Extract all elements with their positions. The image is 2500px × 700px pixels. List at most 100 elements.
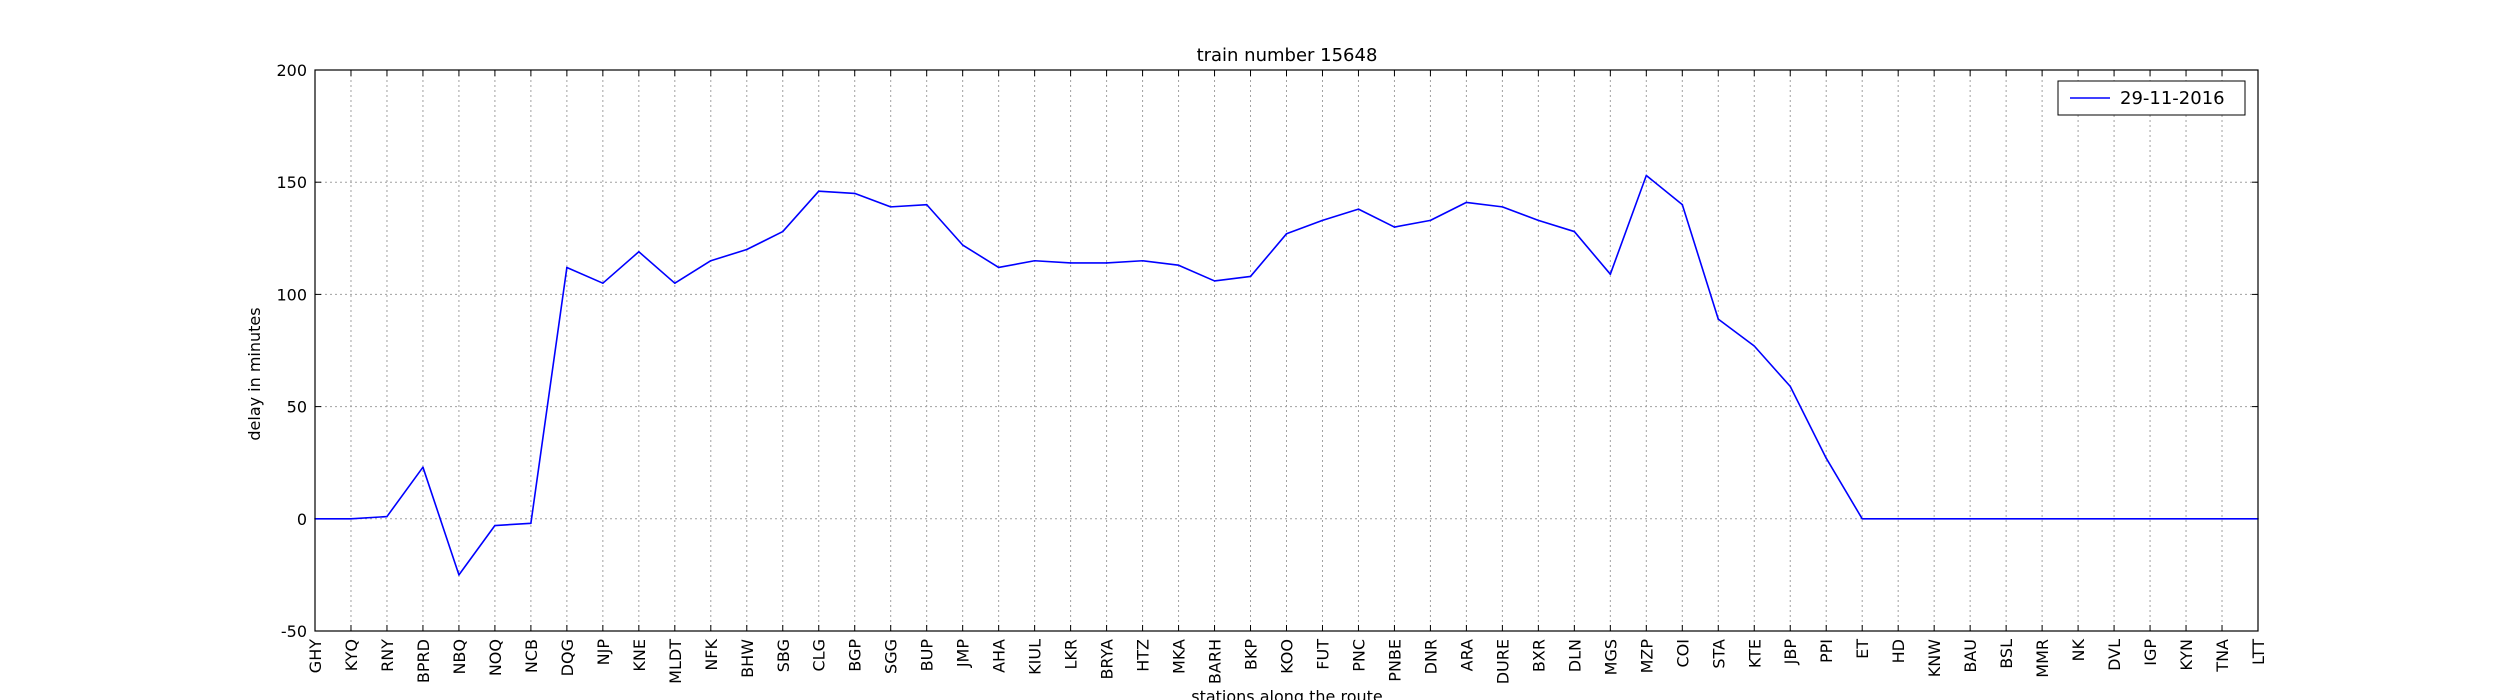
x-tick-label: KIUL — [1026, 639, 1045, 675]
data-point — [2149, 518, 2151, 520]
x-tick-label: NBQ — [450, 639, 469, 675]
x-tick-label: DVL — [2105, 639, 2124, 671]
x-tick-label: BSL — [1997, 639, 2016, 669]
x-tick-label: BAU — [1961, 639, 1980, 673]
data-point — [1753, 345, 1756, 347]
legend-label: 29-11-2016 — [2120, 88, 2225, 109]
x-tick-label: NFK — [702, 639, 721, 671]
legend: 29-11-2016 — [2057, 80, 2246, 116]
x-tick-label: BPRD — [414, 639, 433, 683]
y-tick-label: 0 — [297, 510, 307, 529]
x-tick-label: BHW — [738, 639, 757, 678]
x-tick-label: STA — [1709, 639, 1728, 669]
y-tick-labels: -50 0 50 100 150 200 — [276, 61, 307, 641]
y-tick-label: -50 — [281, 622, 307, 641]
data-point — [1681, 203, 1684, 206]
data-point — [1213, 280, 1216, 282]
x-tick-label: NJP — [594, 639, 613, 666]
x-tick-labels: GHY KYQ RNY BPRD NBQ NOQ NCB DQG NJP KNE MLDT NFK BH… — [306, 639, 2268, 685]
data-point — [997, 266, 1000, 269]
data-point — [1933, 518, 1935, 520]
x-tick-label: LKR — [1062, 639, 1081, 670]
data-point — [1861, 518, 1864, 520]
x-tick-label: BRYA — [1098, 639, 1117, 680]
data-point — [1429, 219, 1432, 222]
data-point — [889, 206, 892, 208]
data-point — [458, 574, 460, 576]
x-tick-label: KYQ — [342, 639, 361, 671]
x-tick-label: ET — [1853, 639, 1872, 659]
data-point — [709, 259, 712, 262]
data-point — [1717, 318, 1720, 320]
x-tick-label: NCB — [522, 639, 541, 673]
x-tick-label: COI — [1673, 639, 1692, 667]
x-tick-label: BXR — [1529, 639, 1548, 672]
x-tick-label: PNBE — [1385, 639, 1404, 682]
data-point — [530, 522, 532, 525]
x-axis-label: stations along the route — [1191, 687, 1383, 700]
data-point — [1105, 262, 1108, 264]
data-point — [1141, 259, 1144, 262]
data-point — [2221, 518, 2223, 520]
data-point — [1789, 385, 1792, 388]
data-point — [1573, 230, 1576, 233]
series-layer — [314, 174, 2259, 576]
x-tick-label: DQG — [558, 639, 577, 676]
x-tick-label: BKP — [1242, 639, 1261, 670]
data-point — [350, 518, 352, 520]
x-tick-label: BGP — [846, 639, 865, 672]
data-point — [2005, 518, 2007, 520]
x-tick-label: JMP — [954, 639, 973, 669]
x-tick-label: BUP — [918, 639, 937, 672]
x-tick-label: AHA — [990, 639, 1009, 673]
x-tick-label: FUT — [1313, 639, 1332, 670]
x-tick-label: LTT — [2249, 639, 2268, 665]
x-tick-label: TNA — [2213, 639, 2232, 673]
data-point — [1393, 226, 1396, 228]
x-tick-label: KYN — [2177, 639, 2196, 671]
data-point — [494, 524, 496, 527]
x-tick-label: ARA — [1457, 639, 1476, 671]
x-tick-label: HD — [1889, 639, 1908, 663]
y-tick-label: 150 — [276, 173, 307, 192]
data-point — [781, 230, 784, 233]
x-tick-label: BARH — [1206, 639, 1225, 684]
data-point — [817, 190, 820, 192]
x-tick-label: PPI — [1817, 639, 1836, 663]
x-tick-label: MLDT — [666, 639, 685, 684]
x-tick-label: KNW — [1925, 639, 1944, 677]
x-tick-label: IGP — [2141, 639, 2160, 666]
x-tick-label: MZP — [1637, 639, 1656, 674]
data-point — [638, 250, 640, 253]
data-point — [1897, 518, 1899, 520]
x-tick-label: RNY — [378, 639, 397, 672]
x-tick-label: NOQ — [486, 639, 505, 676]
data-point — [1321, 219, 1324, 222]
y-tick-label: 100 — [276, 285, 307, 304]
data-point — [386, 515, 388, 518]
x-tick-label: SBG — [774, 639, 793, 672]
data-point — [1969, 518, 1971, 520]
x-tick-label: PNC — [1349, 639, 1368, 672]
x-tick-label: JBP — [1781, 639, 1800, 666]
data-point — [602, 282, 604, 284]
x-tick-label: GHY — [306, 639, 325, 673]
x-tick-label: DNR — [1421, 639, 1440, 674]
x-tick-label: DURE — [1493, 639, 1512, 684]
data-point — [1177, 264, 1180, 267]
data-point — [674, 282, 676, 284]
plot-frame — [314, 69, 2259, 632]
data-point — [2041, 518, 2043, 520]
data-point — [1465, 201, 1468, 204]
data-point — [1069, 262, 1072, 264]
x-tick-label: NK — [2069, 639, 2088, 662]
grid — [314, 69, 2259, 632]
data-point — [2077, 518, 2079, 520]
x-tick-label: MGS — [1601, 639, 1620, 675]
x-tick-label: HTZ — [1134, 639, 1153, 672]
data-point — [422, 466, 424, 468]
y-tick-label: 200 — [276, 61, 307, 80]
x-tick-label: KTE — [1745, 639, 1764, 668]
x-tick-label: KNE — [630, 639, 649, 672]
